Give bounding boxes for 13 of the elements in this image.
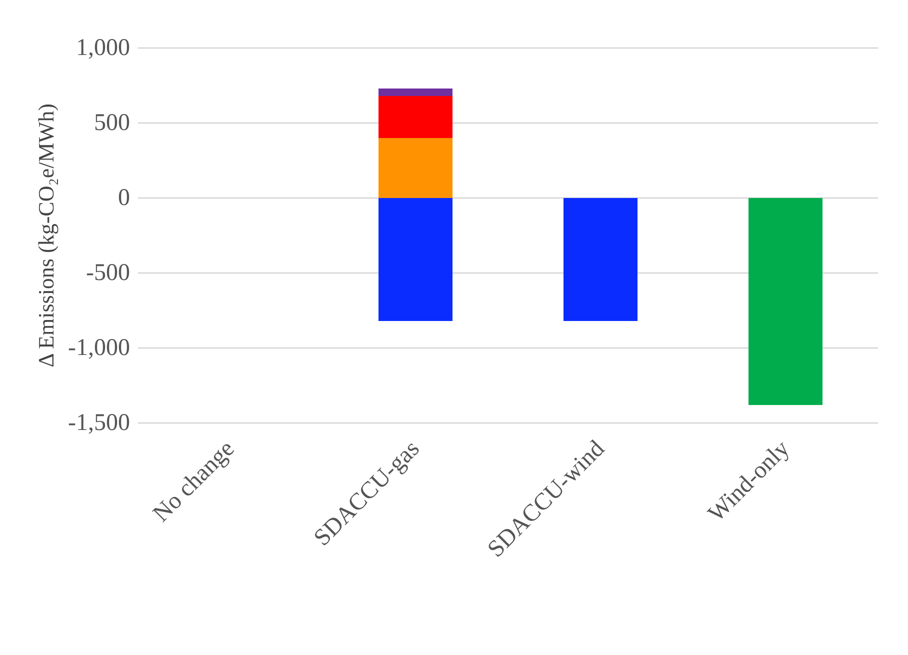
- bar: [378, 96, 452, 138]
- y-axis-title: Δ Emissions (kg-CO₂e/MWh): [34, 104, 59, 368]
- y-tick-label: -1,000: [68, 335, 130, 361]
- y-tick-label: 1,000: [76, 35, 130, 61]
- y-tick-label: 500: [94, 110, 130, 136]
- bar: [378, 198, 452, 321]
- bar: [378, 88, 452, 96]
- bar: [564, 198, 638, 321]
- bar: [378, 138, 452, 198]
- bar: [748, 198, 822, 405]
- y-tick-label: 0: [118, 185, 130, 211]
- y-tick-label: -500: [86, 260, 130, 286]
- y-tick-label: -1,500: [68, 410, 130, 436]
